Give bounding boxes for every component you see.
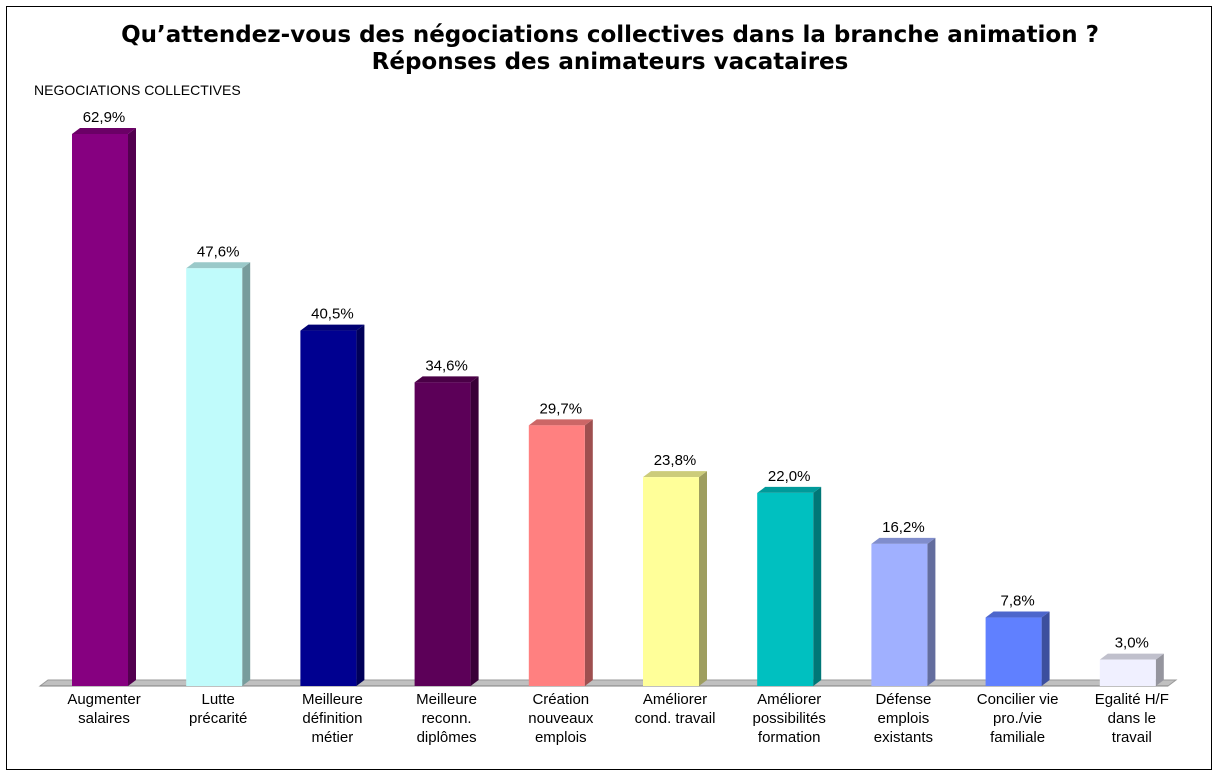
category-label-line: Défense <box>875 691 931 708</box>
bar-7 <box>757 486 822 686</box>
category-label-line: emplois <box>878 710 930 727</box>
bar-top <box>985 611 1050 618</box>
value-label: 47,6% <box>197 243 240 260</box>
category-label-line: possibilités <box>753 710 826 727</box>
bar-front <box>757 492 814 686</box>
bar-side <box>584 419 593 686</box>
bar-6 <box>643 471 707 686</box>
bar-4 <box>414 376 479 686</box>
bar-side <box>927 537 936 686</box>
category-label-line: Concilier vie <box>977 691 1059 708</box>
chart-title: Qu’attendez-vous des négociations collec… <box>0 22 1220 76</box>
bar-top <box>72 128 136 134</box>
category-label-line: Améliorer <box>757 691 821 708</box>
bar-side <box>356 324 365 686</box>
category-label-line: Meilleure <box>416 691 477 708</box>
category-label-line: dans le <box>1108 710 1156 727</box>
category-label-line: Améliorer <box>643 691 707 708</box>
bar-front <box>72 134 128 686</box>
bar-side <box>242 262 251 686</box>
bar-side <box>128 128 136 686</box>
bar-front <box>985 617 1042 686</box>
bar-side <box>1041 611 1050 686</box>
category-label: Augmenter salaires <box>67 691 140 727</box>
value-labels-group: 62,9% 47,6% 40,5% 34,6% 29,7% 23,8% 22,0% 16,2%… <box>83 109 1149 652</box>
value-label: 22,0% <box>768 468 811 485</box>
value-label: 62,9% <box>83 109 126 126</box>
bar-front <box>186 268 243 686</box>
category-label: Concilier vie pro./vie familiale <box>977 691 1059 746</box>
category-label-line: métier <box>312 729 354 746</box>
bar-1 <box>72 128 136 686</box>
category-label-line: Augmenter <box>67 691 140 708</box>
bar-top <box>1099 653 1164 660</box>
category-label-line: existants <box>874 729 933 746</box>
category-labels-group: Augmenter salaires Lutte précarité Meilleure… <box>67 691 1169 746</box>
bar-top <box>186 262 251 269</box>
category-label: Meilleure définition métier <box>302 691 363 746</box>
bar-8 <box>871 537 936 686</box>
category-label-line: diplômes <box>417 729 477 746</box>
bar-top <box>528 419 593 426</box>
category-label-line: formation <box>758 729 821 746</box>
bar-top <box>871 537 936 544</box>
bar-side <box>813 486 822 686</box>
category-label-line: pro./vie <box>993 710 1042 727</box>
category-label: Défense emplois existants <box>874 691 933 746</box>
category-label: Egalité H/F dans le travail <box>1095 691 1169 746</box>
value-label: 3,0% <box>1115 635 1149 652</box>
bar-front <box>414 382 471 686</box>
bar-top <box>300 324 365 331</box>
category-label-line: nouveaux <box>528 710 594 727</box>
value-label: 16,2% <box>882 519 925 536</box>
bar-10 <box>1099 653 1164 686</box>
chart-subtitle: NEGOCIATIONS COLLECTIVES <box>34 82 241 98</box>
category-label: Lutte précarité <box>189 691 247 727</box>
bar-top <box>643 471 707 478</box>
value-label: 23,8% <box>654 452 697 469</box>
value-label: 34,6% <box>425 357 468 374</box>
bar-top <box>757 486 822 493</box>
category-label-line: travail <box>1112 729 1152 746</box>
category-label-line: Egalité H/F <box>1095 691 1169 708</box>
bar-top <box>414 376 479 383</box>
value-label: 7,8% <box>1000 593 1034 610</box>
bars-group <box>72 128 1164 686</box>
category-label: Améliorer possibilités formation <box>753 691 826 746</box>
bar-side <box>1155 653 1164 686</box>
category-label: Améliorer cond. travail <box>635 691 716 727</box>
chart-title-line-2: Réponses des animateurs vacataires <box>371 49 849 75</box>
category-label-line: familiale <box>990 729 1045 746</box>
bar-front <box>871 543 928 686</box>
bar-front <box>528 425 585 686</box>
category-label: Création nouveaux emplois <box>528 691 594 746</box>
category-label-line: Meilleure <box>302 691 363 708</box>
value-label: 29,7% <box>540 400 583 417</box>
category-label: Meilleure reconn. diplômes <box>416 691 477 746</box>
bar-9 <box>985 611 1050 686</box>
category-label-line: cond. travail <box>635 710 716 727</box>
category-label-line: Création <box>532 691 589 708</box>
bar-side <box>470 376 479 686</box>
bar-3 <box>300 324 365 686</box>
category-label-line: reconn. <box>422 710 472 727</box>
category-label-line: définition <box>302 710 362 727</box>
bar-side <box>699 471 707 686</box>
bar-5 <box>528 419 593 686</box>
bar-front <box>1099 659 1156 686</box>
bar-front <box>643 477 699 686</box>
category-label-line: précarité <box>189 710 247 727</box>
category-label-line: Lutte <box>202 691 235 708</box>
category-label-line: emplois <box>535 729 587 746</box>
bar-2 <box>186 262 251 686</box>
bar-front <box>300 330 357 686</box>
value-label: 40,5% <box>311 306 354 323</box>
category-label-line: salaires <box>78 710 130 727</box>
chart-title-line-1: Qu’attendez-vous des négociations collec… <box>121 22 1099 48</box>
